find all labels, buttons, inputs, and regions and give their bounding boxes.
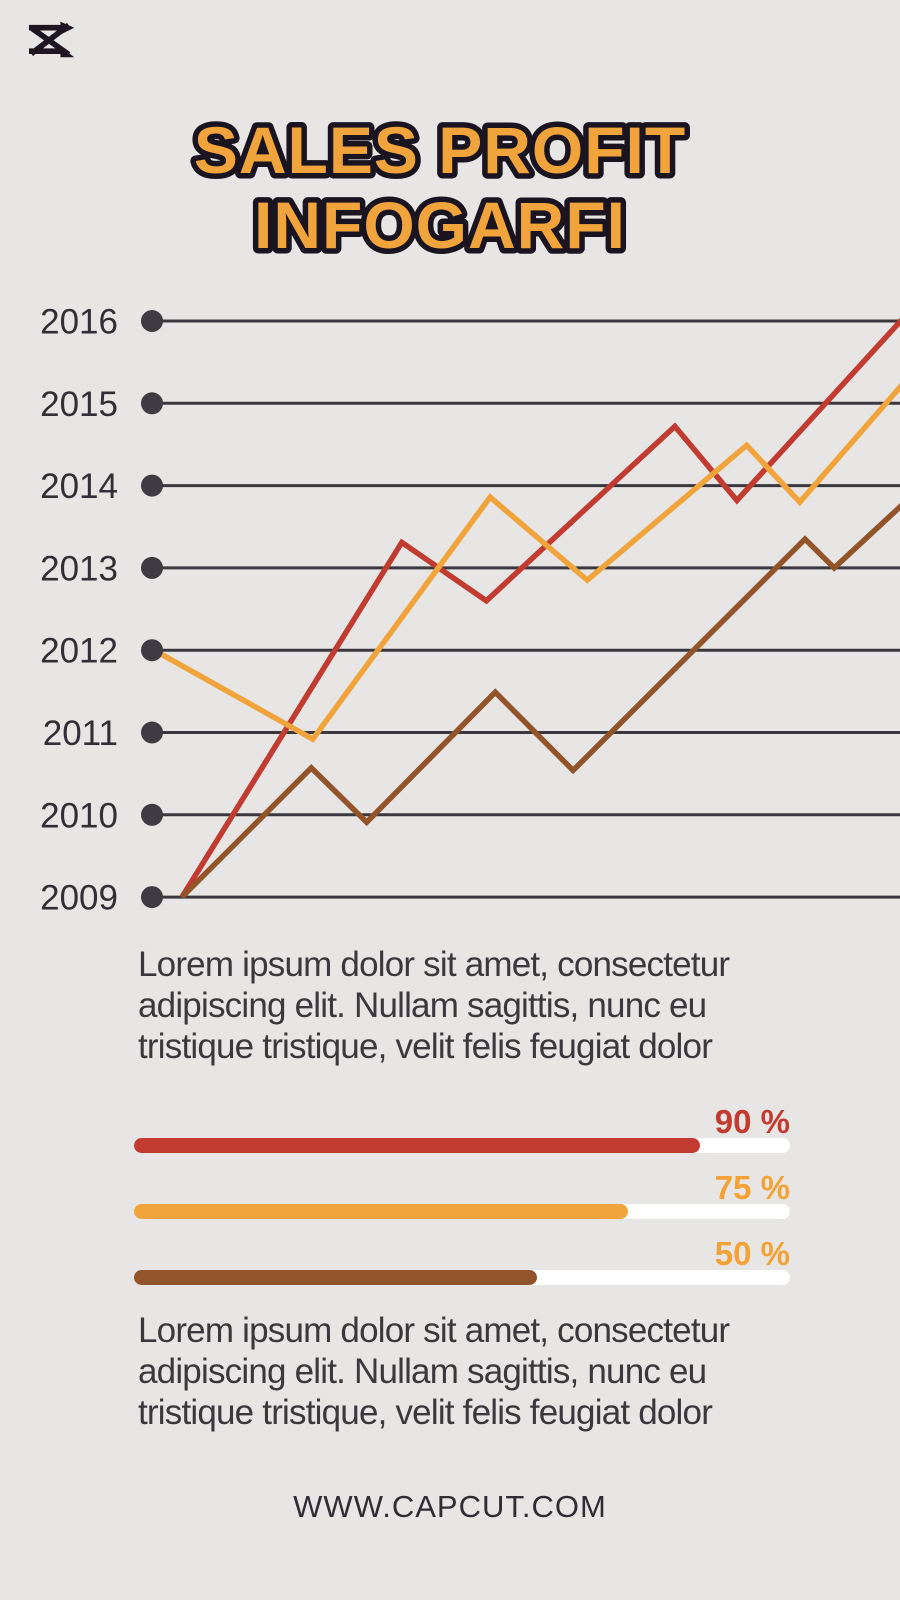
chart-series-brown xyxy=(179,503,900,900)
progress-fill-75 xyxy=(134,1204,628,1219)
logo-top-tip xyxy=(60,21,75,35)
page-title: SALES PROFIT INFOGARFI xyxy=(188,108,690,268)
axis-dot-2016 xyxy=(141,310,163,332)
axis-dot-2012 xyxy=(141,639,163,662)
capcut-logo-icon xyxy=(28,21,75,58)
chart-series-orange xyxy=(152,383,900,743)
progress-track-50 xyxy=(134,1270,790,1285)
page-title-line-2: INFOGARFI xyxy=(254,188,626,262)
year-label-2014: 2014 xyxy=(40,467,118,506)
progress-label-90: 90 % xyxy=(714,1103,790,1140)
axis-dot-2009 xyxy=(141,886,163,909)
year-label-2012: 2012 xyxy=(40,632,118,671)
year-label-2013: 2013 xyxy=(40,549,118,588)
page-title-line-1: SALES PROFIT xyxy=(194,113,686,187)
year-label-2015: 2015 xyxy=(40,385,118,424)
footer-website-text: WWW.CAPCUT.COM xyxy=(293,1489,607,1524)
year-label-2016: 2016 xyxy=(40,303,118,342)
progress-label-50: 50 % xyxy=(714,1235,790,1272)
profit-line-chart: 2016 2015 2014 2013 2012 2011 2010 2009 xyxy=(40,303,900,918)
description-paragraph-top: Lorem ipsum dolor sit amet, consectetur … xyxy=(138,945,730,1066)
progress-label-75: 75 % xyxy=(714,1169,790,1206)
year-label-2009: 2009 xyxy=(40,879,118,918)
progress-track-90 xyxy=(134,1138,790,1153)
year-label-2010: 2010 xyxy=(40,796,118,835)
year-label-2011: 2011 xyxy=(43,714,118,753)
description-paragraph-bottom: Lorem ipsum dolor sit amet, consectetur … xyxy=(138,1311,730,1432)
chart-series-red xyxy=(179,317,900,899)
axis-dot-2010 xyxy=(141,803,163,826)
logo-bottom-tip xyxy=(60,46,75,58)
axis-dot-2013 xyxy=(141,556,163,579)
axis-dot-2015 xyxy=(141,392,163,415)
progress-fill-90 xyxy=(134,1138,701,1153)
progress-fill-50 xyxy=(134,1270,537,1285)
axis-dot-2011 xyxy=(141,721,163,744)
axis-dot-2014 xyxy=(141,474,163,497)
progress-track-75 xyxy=(134,1204,790,1219)
